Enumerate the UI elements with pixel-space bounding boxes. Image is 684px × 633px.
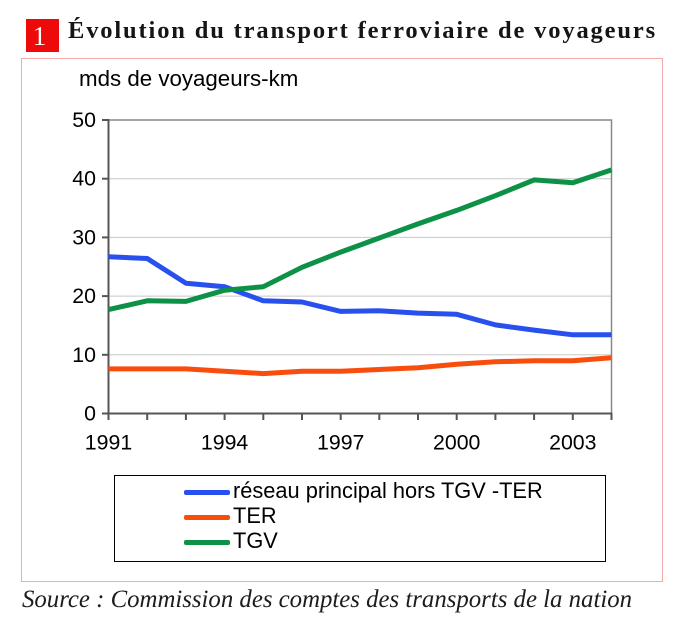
svg-text:30: 30 (72, 225, 96, 249)
svg-text:20: 20 (72, 284, 96, 308)
svg-text:40: 40 (72, 167, 96, 191)
svg-text:10: 10 (72, 343, 96, 367)
svg-text:0: 0 (84, 402, 96, 426)
svg-text:2000: 2000 (433, 431, 481, 455)
svg-text:1997: 1997 (317, 431, 364, 455)
svg-text:50: 50 (72, 108, 96, 132)
svg-text:2003: 2003 (549, 431, 596, 455)
svg-text:1994: 1994 (201, 431, 249, 455)
svg-text:1991: 1991 (85, 431, 132, 455)
